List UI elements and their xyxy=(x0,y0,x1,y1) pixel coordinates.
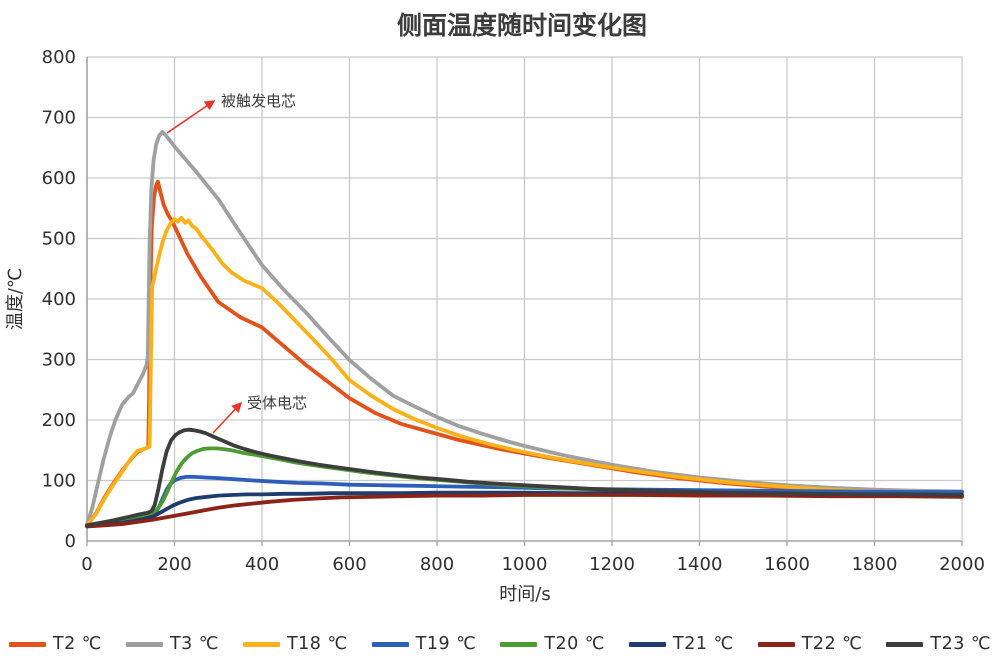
legend-item-T21: T21 ℃ xyxy=(629,634,734,654)
legend-line-swatch xyxy=(242,641,280,647)
x-tick-label: 1000 xyxy=(502,554,548,575)
legend-item-T19: T19 ℃ xyxy=(371,634,477,654)
x-tick-label: 0 xyxy=(81,554,92,575)
series-line-T23 xyxy=(85,427,964,528)
legend-label: T2 ℃ xyxy=(52,634,102,654)
x-tick-label: 400 xyxy=(245,554,279,575)
y-tick-label: 500 xyxy=(42,229,76,250)
y-tick-label: 600 xyxy=(42,168,76,189)
x-tick-label: 1800 xyxy=(852,554,898,575)
legend-item-T22: T22 ℃ xyxy=(757,634,863,654)
y-axis-title: 温度/℃ xyxy=(5,268,26,330)
chart-title: 侧面温度随时间变化图 xyxy=(397,11,647,40)
legend-label: T22 ℃ xyxy=(801,634,863,654)
legend-line-swatch xyxy=(371,641,409,647)
legend-label: T18 ℃ xyxy=(286,634,348,654)
x-tick-label: 1600 xyxy=(764,554,810,575)
legend-line-swatch xyxy=(500,641,538,647)
legend-line-swatch xyxy=(8,641,46,647)
annotation-arrow-1 xyxy=(212,401,243,434)
legend-label: T19 ℃ xyxy=(415,634,477,654)
legend-label: T23 ℃ xyxy=(930,634,992,654)
data-series xyxy=(85,130,964,529)
legend-label: T3 ℃ xyxy=(169,634,219,654)
y-tick-label: 200 xyxy=(42,410,76,431)
x-tick-label: 2000 xyxy=(939,554,985,575)
x-tick-label: 800 xyxy=(420,554,454,575)
annotation-label-1: 受体电芯 xyxy=(247,394,307,412)
legend-label: T20 ℃ xyxy=(544,634,606,654)
legend-line-swatch xyxy=(125,641,163,647)
x-tick-label: 600 xyxy=(332,554,366,575)
annotation-label-0: 被触发电芯 xyxy=(221,92,296,110)
annotation-arrow-0 xyxy=(166,100,216,134)
y-tick-label: 300 xyxy=(42,350,76,371)
axes xyxy=(86,57,963,546)
legend-item-T2: T2 ℃ xyxy=(8,634,102,654)
tick-labels: 0 200 400 600 800 1000 1200 1400 1600 1800 2000 0 10… xyxy=(42,47,985,575)
series-line-T22 xyxy=(85,493,964,529)
legend-item-T18: T18 ℃ xyxy=(242,634,348,654)
legend-line-swatch xyxy=(886,641,924,647)
y-tick-label: 100 xyxy=(42,471,76,492)
y-tick-label: 700 xyxy=(42,108,76,129)
x-tick-label: 200 xyxy=(157,554,191,575)
legend-line-swatch xyxy=(757,641,795,647)
legend-item-T23: T23 ℃ xyxy=(886,634,991,654)
legend-line-swatch xyxy=(629,641,667,647)
legend-item-T20: T20 ℃ xyxy=(500,634,605,654)
x-tick-label: 1200 xyxy=(589,554,635,575)
legend-label: T21 ℃ xyxy=(673,634,734,654)
series-line-T18 xyxy=(85,215,964,528)
chart-legend: T2 ℃ T3 ℃ T18 ℃ T19 ℃ T20 ℃ T21 ℃ T22 ℃ T23 ℃ xyxy=(0,626,1000,662)
y-tick-label: 400 xyxy=(42,289,76,310)
series-line-T3 xyxy=(85,130,964,527)
y-tick-label: 0 xyxy=(65,531,76,552)
legend-item-T3: T3 ℃ xyxy=(125,634,219,654)
x-tick-label: 1400 xyxy=(677,554,723,575)
x-axis-title: 时间/s xyxy=(499,584,550,605)
y-tick-label: 800 xyxy=(42,47,76,68)
